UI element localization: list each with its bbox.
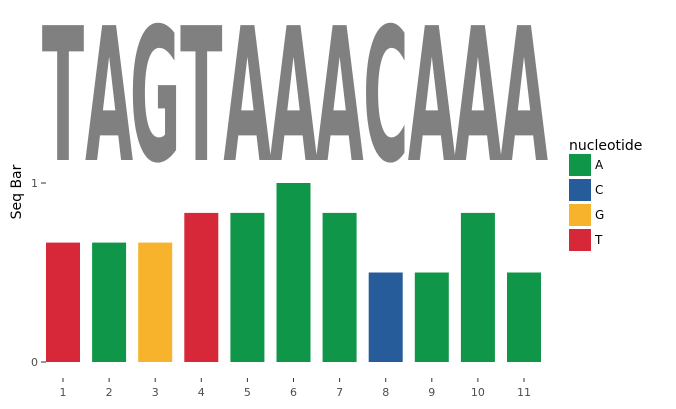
bar-1	[46, 242, 80, 362]
bar-8	[368, 272, 403, 362]
x-tick-label-5: 5	[244, 386, 251, 399]
bar-7	[322, 212, 357, 362]
logo-letter-2: A	[85, 0, 133, 204]
bar-11	[507, 272, 541, 362]
legend-label-G: G	[595, 208, 604, 222]
x-tick-label-10: 10	[471, 386, 485, 399]
sequence-logo: T AG T AAA C AAA	[42, 0, 548, 204]
legend-label-T: T	[594, 233, 603, 247]
x-tick-label-8: 8	[382, 386, 389, 399]
y-axis-title: Seq Bar	[9, 164, 25, 219]
legend-swatch-C	[569, 179, 591, 201]
x-tick-label-2: 2	[106, 386, 113, 399]
logo-letter-6: A	[270, 0, 318, 204]
legend-swatch-G	[569, 204, 591, 226]
x-axis: 1 2 3 4 5 6 7 8 9 10 11	[60, 378, 531, 399]
logo-letter-1: T	[42, 0, 84, 204]
y-tick-label-0: 0	[31, 356, 38, 369]
logo-letter-10: A	[454, 0, 502, 204]
x-tick-label-6: 6	[290, 386, 297, 399]
x-tick-label-1: 1	[60, 386, 67, 399]
legend-swatch-T	[569, 229, 591, 251]
bars	[46, 183, 541, 362]
x-tick-label-9: 9	[428, 386, 435, 399]
legend-label-C: C	[595, 183, 603, 197]
x-tick-label-3: 3	[152, 386, 159, 399]
bar-10	[460, 212, 495, 362]
logo-letter-5: A	[223, 0, 271, 204]
legend-title: nucleotide	[569, 138, 642, 154]
x-tick-label-7: 7	[336, 386, 343, 399]
legend-label-A: A	[595, 158, 604, 172]
y-axis: 1 0 Seq Bar	[9, 164, 46, 369]
logo-letter-3: G	[130, 0, 181, 204]
bar-6	[276, 183, 311, 362]
x-tick-label-4: 4	[198, 386, 205, 399]
bar-5	[230, 212, 265, 362]
x-tick-label-11: 11	[517, 386, 531, 399]
bar-2	[92, 242, 127, 362]
bar-9	[414, 272, 449, 362]
legend-swatch-A	[569, 154, 591, 176]
bar-4	[184, 212, 219, 362]
y-tick-label-1: 1	[31, 177, 38, 190]
bar-3	[138, 242, 173, 362]
logo-letter-8: C	[363, 0, 409, 204]
logo-letter-9: A	[408, 0, 456, 204]
logo-letter-7: A	[316, 0, 364, 204]
logo-letter-4: T	[180, 0, 222, 204]
logo-letter-11: A	[500, 0, 548, 204]
